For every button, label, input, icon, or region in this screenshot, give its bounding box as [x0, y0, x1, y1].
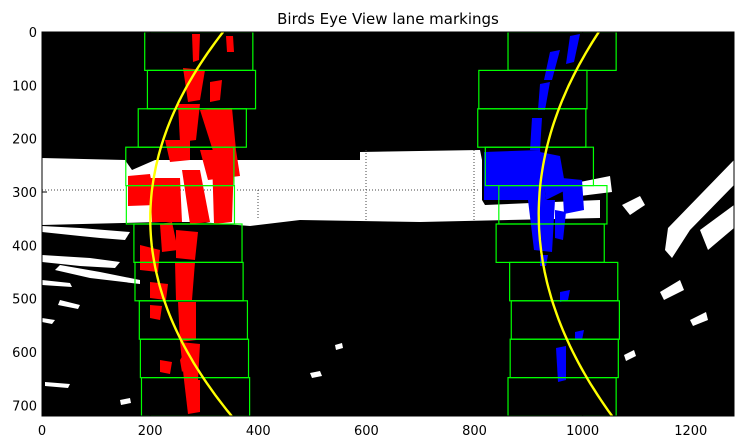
x-tick-label: 400: [246, 424, 271, 439]
x-tick-label: 600: [354, 424, 379, 439]
plot-area: [42, 32, 734, 416]
y-tick-label: 300: [12, 186, 37, 201]
left-window-9: [140, 377, 251, 416]
left-fit-curve: [149, 32, 233, 416]
left-lane-pixels: [128, 34, 240, 414]
x-tick-label: 800: [462, 424, 487, 439]
y-tick-label: 400: [12, 239, 37, 254]
x-tick-label: 1200: [674, 424, 707, 439]
y-axis: 0 100 200 300 400 500 600 700: [12, 26, 734, 414]
x-tick-label: 1000: [566, 424, 599, 439]
y-tick-label: 700: [12, 399, 37, 414]
x-axis: 0 200 400 600 800 1000 1200: [38, 32, 707, 439]
plot-frame: [41, 31, 735, 417]
right-fit-curve: [537, 32, 614, 416]
y-tick-label: 100: [12, 79, 37, 94]
y-tick-label: 600: [12, 346, 37, 361]
x-tick-label: 200: [138, 424, 163, 439]
dotted-guides: [42, 150, 480, 220]
search-windows: [125, 32, 620, 416]
right-lane-pixels: [484, 34, 584, 382]
x-tick-label: 0: [38, 424, 46, 439]
y-tick-label: 500: [12, 293, 37, 308]
right-window-9: [507, 377, 617, 416]
chart-title: Birds Eye View lane markings: [277, 10, 499, 28]
y-tick-label: 0: [29, 26, 37, 41]
y-tick-label: 200: [12, 133, 37, 148]
